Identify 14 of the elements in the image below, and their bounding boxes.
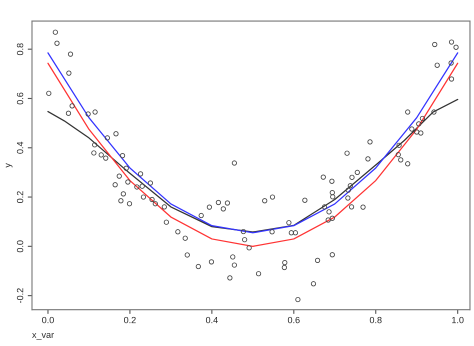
- x-tick-label: 0.8: [370, 316, 382, 324]
- x-tick-label: 0.6: [288, 316, 300, 324]
- y-tick-label: -0.2: [16, 288, 24, 303]
- x-tick-label: 0.4: [206, 316, 218, 324]
- x-tick-label: 1.0: [452, 316, 464, 324]
- y-tick-label: 0.8: [16, 43, 24, 56]
- y-tick-label: 0.4: [16, 142, 24, 154]
- x-tick-label: 0.2: [124, 316, 136, 324]
- x-tick-label: 0.0: [42, 316, 54, 324]
- y-tick-label: 0.0: [16, 240, 24, 252]
- y-tick-label: 0.2: [16, 191, 24, 203]
- x-axis-title: x_var: [32, 332, 54, 340]
- y-tick-label: 0.6: [16, 92, 24, 104]
- y-axis-title: y: [6, 163, 12, 168]
